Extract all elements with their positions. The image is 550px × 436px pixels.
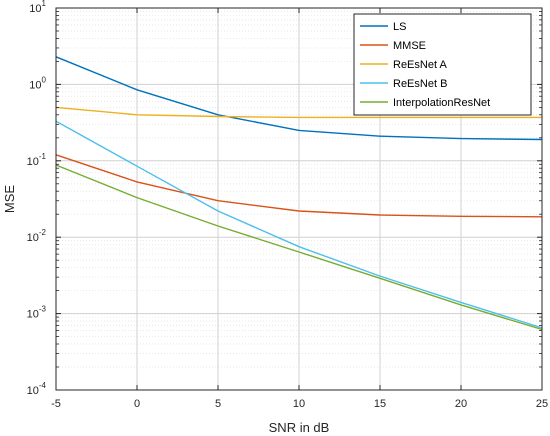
series-line-interpolationresnet	[55, 164, 543, 331]
series-line-ls	[55, 56, 543, 141]
series-line-reesnet-a	[55, 106, 542, 119]
y-tick-base: 10	[27, 232, 39, 244]
x-axis-label: SNR in dB	[269, 420, 330, 435]
series-line-mmse	[55, 154, 543, 218]
y-tick-label: 10-1	[27, 152, 47, 168]
y-tick-exponent: -3	[39, 305, 47, 314]
x-axis-tick-labels: -5 0 5 10 15 20 25	[51, 398, 548, 410]
y-axis-label: MSE	[2, 185, 17, 214]
series-line-reesnet-b	[55, 120, 543, 329]
y-tick-exponent: -4	[39, 381, 47, 390]
axis-ticks	[55, 7, 543, 391]
legend-label: MMSE	[393, 40, 426, 52]
legend-label: LS	[393, 21, 406, 33]
legend-label: InterpolationResNet	[393, 97, 490, 109]
y-tick-base: 10	[29, 79, 41, 91]
legend-items: LS MMSE ReEsNet A ReEsNet B InterpolationRes…	[360, 21, 490, 109]
x-tick-label: -5	[51, 398, 61, 410]
legend-label: ReEsNet A	[393, 59, 447, 71]
y-tick-exponent: -1	[39, 152, 47, 161]
x-tick-label: 10	[293, 398, 305, 410]
y-tick-exponent: 0	[42, 75, 47, 84]
y-tick-base: 10	[27, 385, 39, 397]
x-tick-label: 20	[455, 398, 467, 410]
y-tick-label: 10-4	[27, 381, 47, 397]
legend-label: ReEsNet B	[393, 78, 447, 90]
y-tick-base: 10	[27, 156, 39, 168]
x-tick-label: 25	[536, 398, 548, 410]
y-tick-base: 10	[29, 3, 41, 15]
y-tick-exponent: -2	[39, 228, 47, 237]
y-tick-label: 100	[29, 75, 46, 91]
y-tick-base: 10	[27, 309, 39, 321]
x-tick-label: 5	[215, 398, 221, 410]
y-tick-label: 10-3	[27, 305, 47, 321]
x-tick-label: 0	[134, 398, 140, 410]
y-tick-label: 10-2	[27, 228, 47, 244]
y-tick-exponent: 1	[42, 0, 47, 8]
data-series	[55, 56, 543, 331]
legend: LS MMSE ReEsNet A ReEsNet B InterpolationRes…	[353, 13, 532, 116]
x-tick-label: 15	[374, 398, 386, 410]
y-tick-label: 101	[29, 0, 46, 15]
